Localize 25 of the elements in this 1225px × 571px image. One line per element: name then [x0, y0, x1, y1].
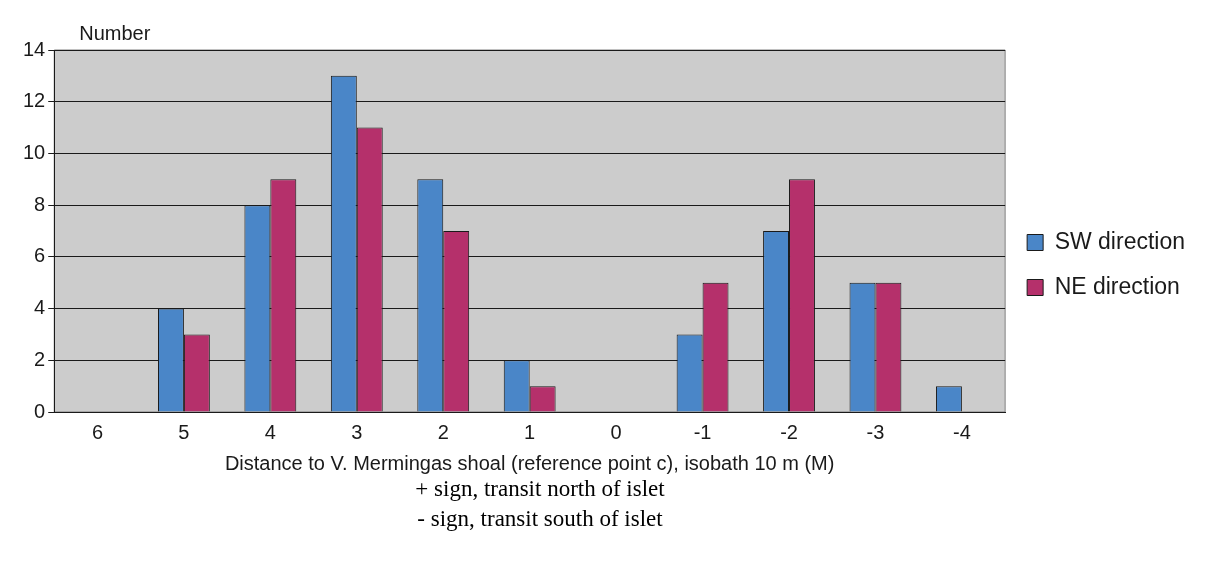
- y-tick-label: 10: [23, 140, 46, 163]
- x-tick-label: 2: [437, 420, 449, 443]
- y-tick-label: 14: [23, 37, 46, 60]
- legend-label: NE direction: [1054, 272, 1180, 299]
- x-tick-label: 0: [610, 420, 622, 443]
- legend-label: SW direction: [1054, 227, 1185, 254]
- x-tick-label: -1: [693, 420, 712, 443]
- x-tick-label: 1: [524, 420, 536, 443]
- x-tick-label: 6: [91, 420, 104, 443]
- x-tick-label: -3: [866, 420, 885, 443]
- y-tick-label: 0: [34, 399, 46, 422]
- x-tick-label: 4: [264, 420, 276, 443]
- y-tick-label: 2: [34, 347, 46, 370]
- y-tick-label: 12: [23, 89, 46, 112]
- x-tick-label: -4: [953, 420, 971, 443]
- x-tick-label: 5: [178, 420, 190, 443]
- x-tick-label: 3: [351, 420, 363, 443]
- y-axis-title: Number: [79, 21, 151, 44]
- text: - sign, transit south of islet: [416, 505, 664, 533]
- x-tick-label: -2: [780, 420, 798, 443]
- y-tick-label: 4: [34, 296, 46, 319]
- y-tick-label: 8: [34, 192, 46, 215]
- x-axis-title: Distance to V. Mermingas shoal (reference point c), isobath 10 m (M): [224, 451, 835, 474]
- y-tick-label: 6: [34, 244, 46, 267]
- text: + sign, transit north of islet: [414, 475, 666, 503]
